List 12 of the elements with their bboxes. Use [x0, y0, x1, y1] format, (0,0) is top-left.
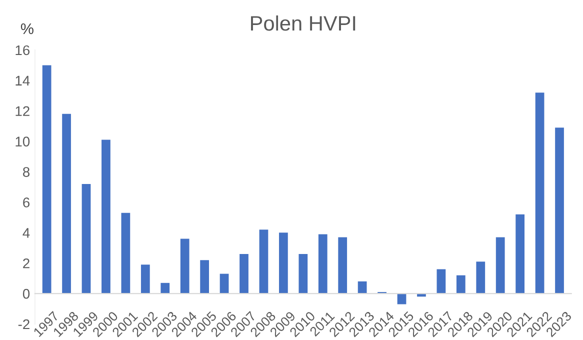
y-tick-label: 8	[23, 167, 30, 177]
y-tick-label: 12	[16, 106, 30, 116]
y-tick-label: 2	[23, 258, 30, 268]
y-tick-label: 4	[22, 228, 30, 238]
y-tick-label: 10	[16, 136, 30, 146]
y-tick-label: 14	[16, 76, 30, 86]
y-tick-label: -2	[18, 319, 30, 330]
y-tick-label: 16	[16, 45, 30, 56]
y-tick-label: 6	[23, 198, 30, 208]
y-tick-label: 0	[22, 288, 30, 299]
chart-title: Polen HVPI	[251, 15, 356, 31]
y-axis-title: %	[20, 23, 34, 34]
